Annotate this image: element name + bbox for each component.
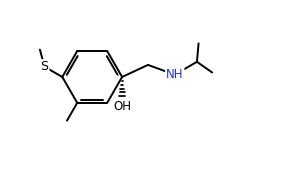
Text: S: S — [40, 60, 49, 73]
Text: NH: NH — [166, 68, 183, 81]
Text: OH: OH — [114, 100, 132, 113]
